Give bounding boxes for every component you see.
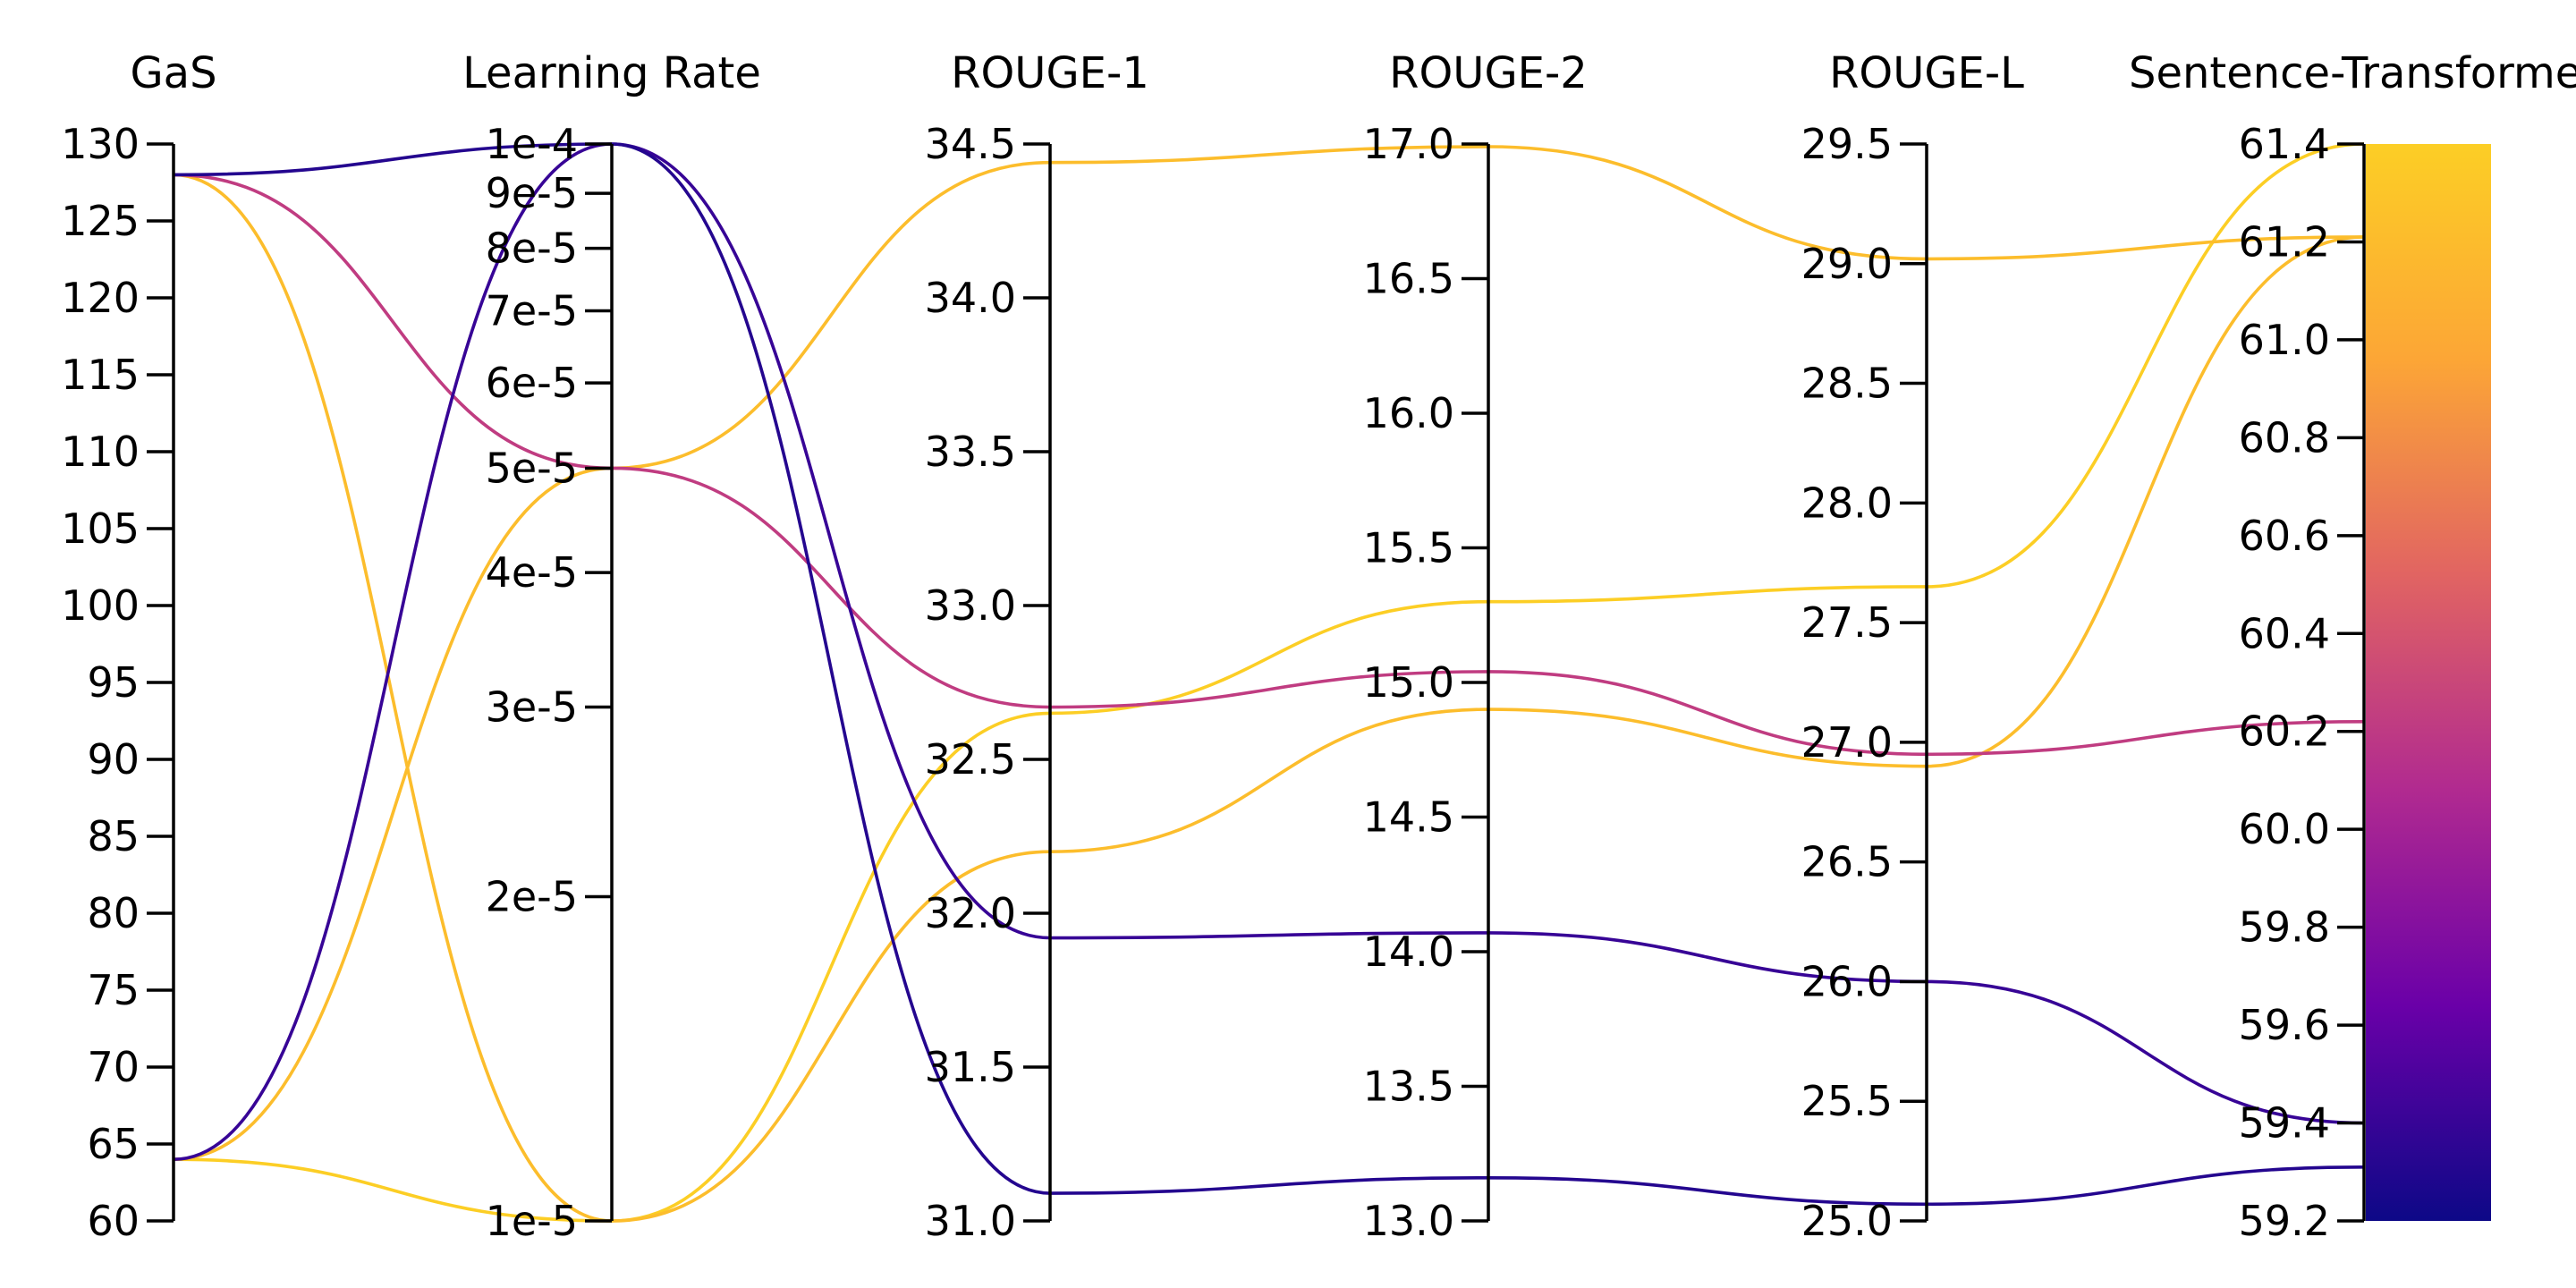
axis-gas: 60 65 70 75 80 85 90 95 100 105 110 115 120 125 130 GaS	[61, 48, 216, 1245]
tick-label: 95	[87, 658, 140, 707]
tick-label: 80	[87, 889, 140, 937]
tick-label: 28.5	[1801, 360, 1893, 408]
tick-label: 26.0	[1801, 957, 1893, 1005]
tick-label: 6e-5	[486, 359, 578, 407]
tick-label: 15.0	[1363, 658, 1454, 707]
tick-label: 27.5	[1801, 598, 1893, 647]
tick-label: 33.5	[925, 428, 1016, 476]
tick-label: 100	[61, 581, 140, 630]
tick-label: 27.0	[1801, 718, 1893, 767]
tick-label: 1e-5	[486, 1197, 578, 1245]
tick-label: 15.5	[1363, 524, 1454, 572]
tick-label: 8e-5	[486, 225, 578, 273]
tick-label: 61.2	[2239, 217, 2330, 266]
tick-label: 105	[61, 504, 140, 553]
tick-label: 75	[87, 966, 140, 1014]
tick-label: 16.5	[1363, 255, 1454, 303]
tick-label: 34.0	[925, 274, 1016, 322]
tick-label: 85	[87, 812, 140, 860]
tick-label: 110	[61, 428, 140, 476]
axis-rouge-2: 13.0 13.5 14.0 14.5 15.0 15.5 16.0 16.5 17.0 ROUG…	[1363, 48, 1588, 1245]
axis-title: Learning Rate	[462, 48, 761, 98]
tick-label: 31.5	[925, 1043, 1016, 1091]
tick-label: 13.0	[1363, 1197, 1454, 1245]
tick-label: 120	[61, 274, 140, 322]
tick-label: 13.5	[1363, 1063, 1454, 1111]
axis-sentence-transformer: 59.2 59.4 59.6 59.8 60.0 60.2 60.4 60.6 60.8 61.0…	[2129, 48, 2576, 1245]
tick-label: 32.0	[925, 889, 1016, 937]
tick-label: 60.4	[2239, 609, 2330, 657]
tick-label: 31.0	[925, 1197, 1016, 1245]
axis-rouge-1: 31.0 31.5 32.0 32.5 33.0 33.5 34.0 34.5 ROUGE-1	[925, 48, 1149, 1245]
tick-label: 3e-5	[486, 683, 578, 732]
tick-label: 14.5	[1363, 793, 1454, 842]
tick-label: 16.0	[1363, 389, 1454, 437]
tick-label: 25.5	[1801, 1077, 1893, 1125]
colorbar	[2366, 144, 2491, 1221]
tick-label: 28.0	[1801, 479, 1893, 527]
axis-learning-rate: 1e-5 2e-5 3e-5 4e-5 5e-5 6e-5 7e-5 8e-5 9e-51e-4…	[462, 48, 761, 1245]
axis-title: Sentence-Transformer	[2129, 48, 2576, 98]
tick-label: 29.0	[1801, 240, 1893, 288]
tick-label: 60.6	[2239, 512, 2330, 560]
tick-label: 59.8	[2239, 903, 2330, 952]
tick-label: 59.6	[2239, 1001, 2330, 1049]
tick-label: 4e-5	[486, 548, 578, 597]
tick-label: 17.0	[1363, 120, 1454, 168]
tick-label: 14.0	[1363, 928, 1454, 976]
tick-label: 59.2	[2239, 1197, 2330, 1245]
series-line-run-4	[173, 173, 2365, 757]
tick-label: 60	[87, 1197, 140, 1245]
axis-title: ROUGE-2	[1389, 48, 1588, 98]
tick-label: 65	[87, 1120, 140, 1168]
tick-label: 5e-5	[486, 444, 578, 492]
tick-label: 25.0	[1801, 1197, 1893, 1245]
tick-label: 1e-4	[486, 120, 578, 168]
series-line-run-3	[173, 173, 2365, 1223]
tick-label: 59.4	[2239, 1099, 2330, 1148]
tick-label: 60.2	[2239, 708, 2330, 756]
tick-label: 115	[61, 351, 140, 399]
tick-label: 70	[87, 1043, 140, 1091]
tick-label: 33.0	[925, 581, 1016, 630]
tick-label: 61.0	[2239, 316, 2330, 364]
tick-label: 125	[61, 197, 140, 245]
tick-label: 130	[61, 120, 140, 168]
tick-label: 61.4	[2239, 120, 2330, 168]
tick-label: 60.0	[2239, 805, 2330, 853]
tick-label: 29.5	[1801, 120, 1893, 168]
axis-title: ROUGE-1	[951, 48, 1149, 98]
tick-label: 32.5	[925, 735, 1016, 784]
tick-label: 90	[87, 735, 140, 784]
axis-rouge-l: 25.0 25.5 26.0 26.5 27.0 27.5 28.0 28.5 29.0 29.5…	[1801, 48, 2025, 1245]
tick-label: 7e-5	[486, 287, 578, 335]
tick-label: 34.5	[925, 120, 1016, 168]
axis-title: ROUGE-L	[1829, 48, 2024, 98]
tick-label: 26.5	[1801, 838, 1893, 886]
tick-label: 2e-5	[486, 873, 578, 921]
axis-title: GaS	[130, 48, 216, 98]
tick-label: 9e-5	[486, 169, 578, 217]
tick-label: 60.8	[2239, 413, 2330, 462]
